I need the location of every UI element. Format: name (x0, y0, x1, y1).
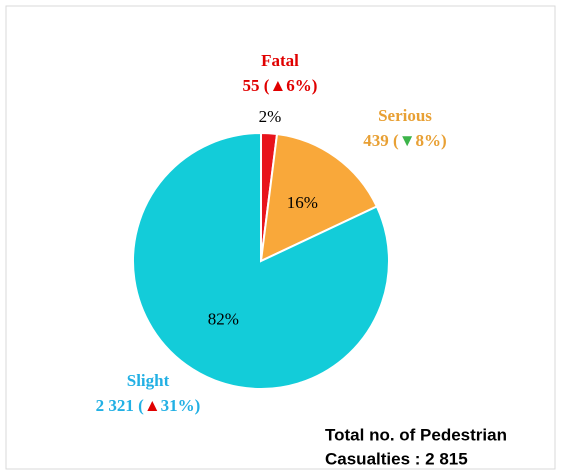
category-detail: 439 (▼8%) (363, 131, 446, 150)
category-label: Fatal (261, 51, 299, 70)
category-detail: 2 321 (▲31%) (96, 396, 201, 415)
trend-arrow: ▲ (144, 396, 161, 415)
slice-percent: 82% (208, 309, 239, 328)
detail-change: 6%) (286, 76, 317, 95)
trend-arrow: ▲ (269, 76, 286, 95)
trend-arrow: ▼ (399, 131, 416, 150)
category-detail: 55 (▲6%) (243, 76, 318, 95)
detail-change: 8%) (416, 131, 447, 150)
total-line-2: Casualties : 2 815 (325, 449, 468, 468)
total-line-1: Total no. of Pedestrian (325, 425, 507, 444)
detail-count: 2 321 ( (96, 396, 145, 415)
slice-percent: 2% (259, 107, 282, 126)
slice-percent: 16% (287, 193, 318, 212)
category-label: Slight (127, 371, 170, 390)
detail-count: 55 ( (243, 76, 270, 95)
pie-slice (259, 132, 379, 263)
detail-count: 439 ( (363, 131, 399, 150)
detail-change: 31%) (161, 396, 201, 415)
pie-slice (132, 131, 390, 390)
category-label: Serious (378, 106, 432, 125)
